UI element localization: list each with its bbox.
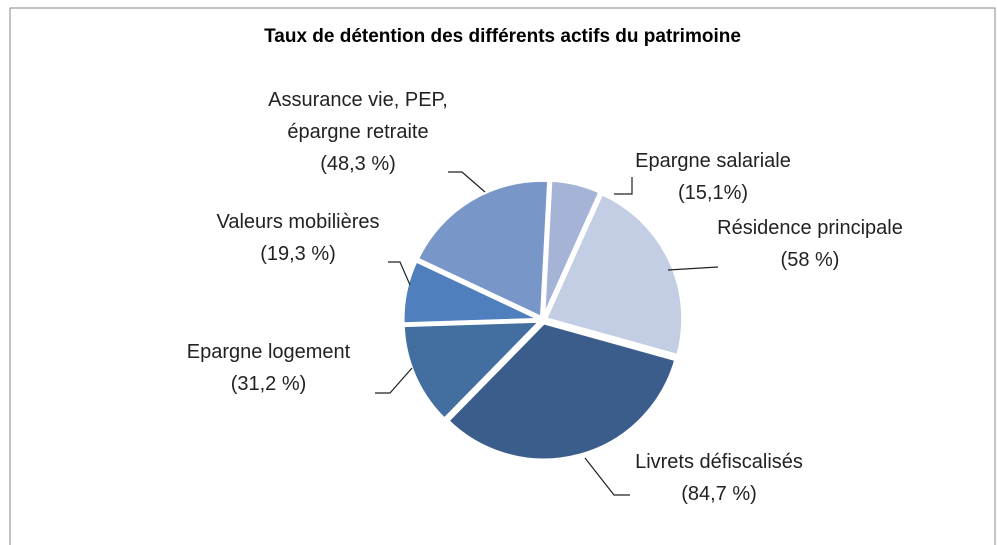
pie-slice: [445, 321, 678, 462]
leader-line: [584, 457, 630, 496]
pie-slice: [543, 191, 685, 358]
slice-label: Valeurs mobilières (19,3 %): [216, 211, 380, 265]
chart-title: Taux de détention des différents actifs …: [264, 26, 741, 47]
leader-line: [388, 261, 411, 286]
pie: [401, 178, 685, 462]
slice-label: Assurance vie, PEP, épargne retraite (48…: [268, 89, 448, 175]
pie-slice: [401, 258, 541, 326]
pie-slice: [401, 319, 544, 422]
pie-slice: [542, 178, 602, 318]
slice-label: Epargne logement (31,2 %): [186, 341, 351, 395]
leader-line: [614, 177, 633, 195]
pie-slice: [415, 178, 551, 320]
leader-lines: [375, 171, 719, 496]
leader-line: [667, 266, 719, 271]
leader-line: [448, 171, 486, 193]
leader-line: [375, 367, 413, 394]
slice-label: Epargne salariale (15,1%): [635, 150, 791, 204]
slice-label: Résidence principale (58 %): [717, 217, 903, 271]
slice-label: Livrets défiscalisés (84,7 %): [635, 451, 803, 505]
